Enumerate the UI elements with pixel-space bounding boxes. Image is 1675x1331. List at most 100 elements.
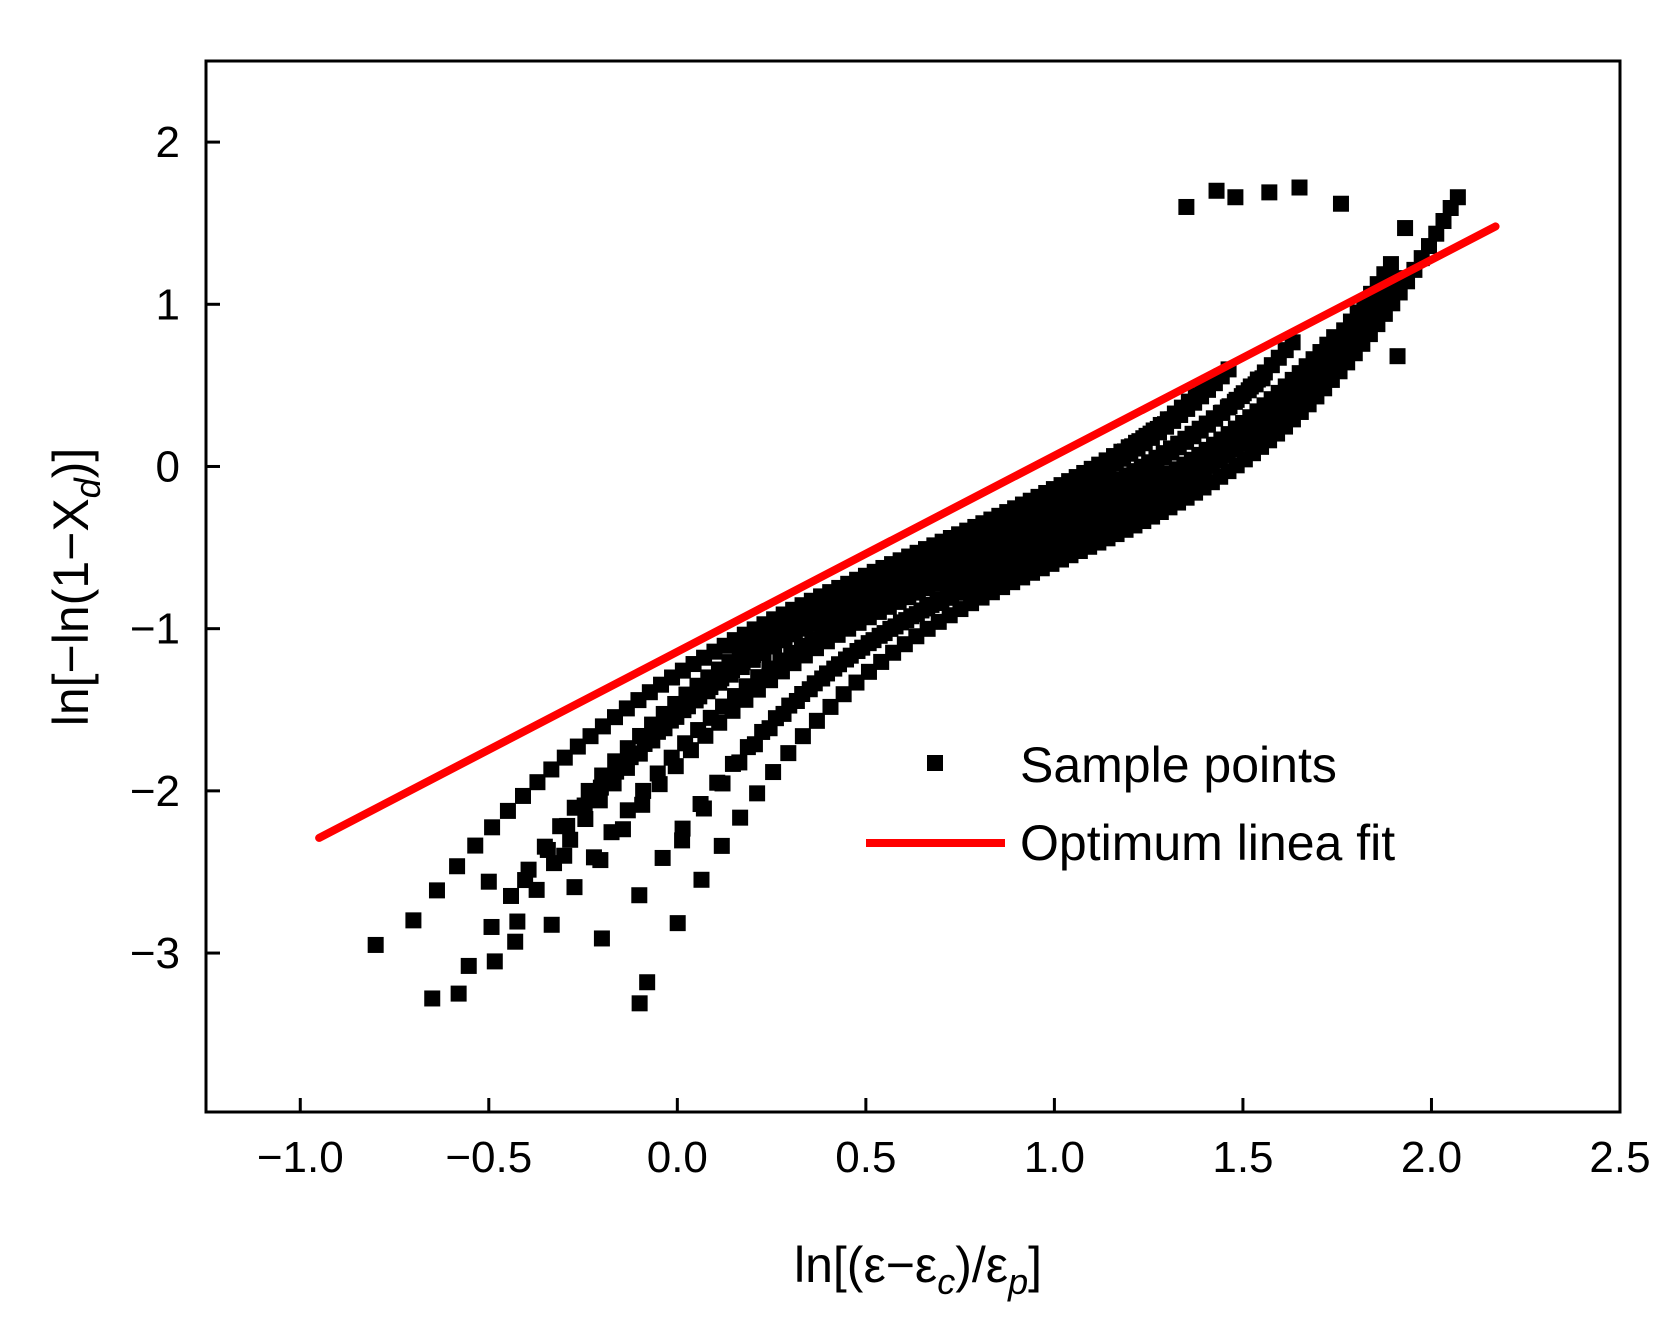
sample-point [608, 763, 625, 780]
sample-point [483, 918, 500, 935]
sample-point [1428, 225, 1445, 242]
sample-point [731, 754, 748, 771]
sample-point [569, 738, 586, 755]
sample-point [662, 712, 679, 729]
x-tick-label: −0.5 [445, 1133, 532, 1182]
sample-point [636, 735, 653, 752]
sample-point [543, 761, 560, 778]
sample-point [539, 841, 556, 858]
sample-point [788, 692, 805, 709]
plot-frame [204, 59, 1622, 1114]
sample-point [822, 698, 839, 715]
sample-point [639, 974, 656, 991]
sample-point [594, 718, 611, 735]
sample-point [484, 819, 501, 836]
sample-point [507, 933, 524, 950]
sample-point [405, 912, 422, 929]
x-axis-ticks: −1.0 −0.5 0.0 0.5 1.0 1.5 2.0 2.5 [257, 1098, 1651, 1182]
sample-point [502, 887, 519, 904]
sample-point [592, 779, 609, 796]
sample-point [848, 674, 865, 691]
sample-point [794, 728, 811, 745]
y-axis-label: ln[−ln(1−Xd)] [43, 448, 108, 727]
fit-line [315, 222, 1500, 842]
y-tick-label: −3 [130, 929, 180, 978]
sample-point [714, 775, 731, 792]
sample-point [860, 663, 877, 680]
sample-point [467, 837, 484, 854]
sample-point [1227, 189, 1244, 206]
sample-point [450, 985, 467, 1002]
sample-point [566, 879, 583, 896]
sample-point [577, 811, 594, 828]
sample-point [562, 831, 579, 848]
x-tick-label: 2.5 [1589, 1133, 1650, 1182]
sample-point [460, 957, 477, 974]
sample-point [693, 871, 710, 888]
sample-point [559, 817, 576, 834]
sample-points-layer [367, 179, 1466, 1012]
x-tick-label: 0.0 [647, 1133, 708, 1182]
y-axis-ticks: −3 −2 −1 0 1 2 [130, 118, 220, 978]
sample-point [556, 847, 573, 864]
sample-point [732, 809, 749, 826]
sample-point [835, 686, 852, 703]
y-tick-label: 1 [156, 280, 180, 329]
y-tick-label: 0 [156, 442, 180, 491]
sample-point [556, 749, 573, 766]
y-tick-label: −1 [130, 605, 180, 654]
sample-point [749, 681, 766, 698]
sample-point [1397, 220, 1414, 237]
sample-point [713, 837, 730, 854]
sample-point [675, 702, 692, 719]
x-tick-label: 2.0 [1401, 1133, 1462, 1182]
x-tick-label: 0.5 [835, 1133, 896, 1182]
sample-point [1332, 195, 1349, 212]
sample-point [814, 670, 831, 687]
sample-point [1208, 182, 1225, 199]
sample-point [1421, 238, 1438, 255]
sample-point [592, 852, 609, 869]
sample-point [737, 691, 754, 708]
sample-point [424, 990, 441, 1007]
sample-point [1389, 348, 1406, 365]
sample-point [428, 882, 445, 899]
sample-point [801, 681, 818, 698]
sample-point [449, 858, 466, 875]
sample-point [746, 736, 763, 753]
sample-point [582, 728, 599, 745]
sample-point [697, 727, 714, 744]
sample-point [486, 953, 503, 970]
sample-point [1291, 179, 1308, 196]
sample-point [614, 821, 631, 838]
sample-point [1382, 256, 1399, 273]
sample-point [635, 782, 652, 799]
x-tick-label: 1.5 [1212, 1133, 1273, 1182]
fit-line-layer [315, 222, 1500, 842]
x-tick-label: −1.0 [257, 1133, 344, 1182]
sample-point [651, 776, 668, 793]
legend-marker-sample-points [927, 755, 943, 771]
sample-point [654, 849, 671, 866]
sample-point [1435, 213, 1452, 230]
sample-point [765, 764, 782, 781]
sample-point [1261, 184, 1278, 201]
sample-point [515, 787, 532, 804]
sample-point [634, 796, 651, 813]
sample-point [649, 723, 666, 740]
sample-point [622, 749, 639, 766]
sample-point [674, 832, 691, 849]
sample-point [667, 758, 684, 775]
sample-point [576, 797, 593, 814]
sample-point [808, 712, 825, 729]
sample-point [724, 702, 741, 719]
sample-point [543, 916, 560, 933]
sample-point [480, 873, 497, 890]
y-tick-label: 2 [156, 118, 180, 167]
sample-point [695, 800, 712, 817]
legend: Sample points Optimum linea fit [866, 737, 1395, 871]
x-tick-label: 1.0 [1024, 1133, 1085, 1182]
sample-point [517, 872, 534, 889]
sample-point [1449, 189, 1466, 206]
